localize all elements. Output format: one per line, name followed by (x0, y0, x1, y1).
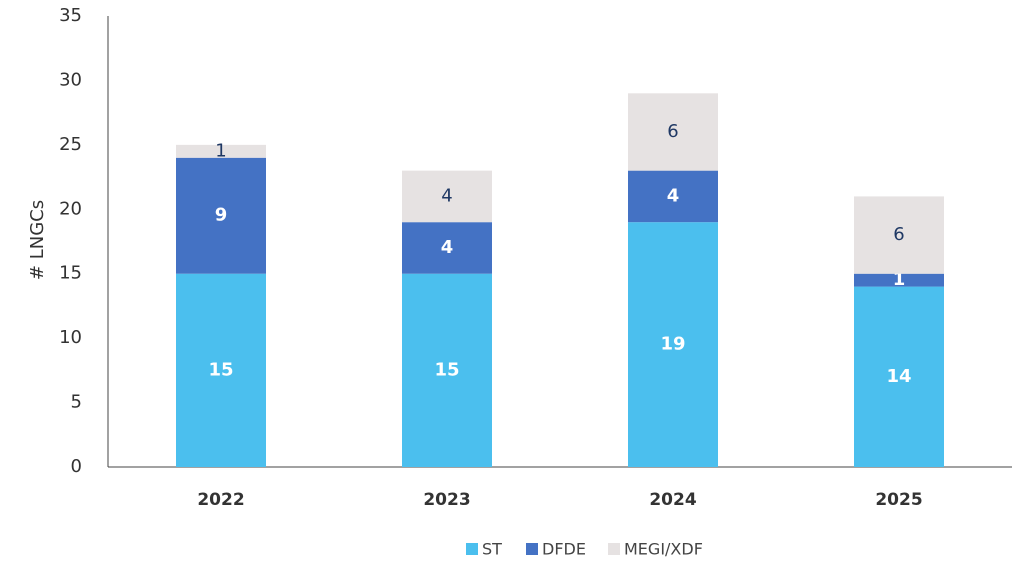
legend-swatch (466, 543, 478, 555)
y-tick-label: 10 (59, 327, 82, 348)
bar-segment (628, 170, 718, 223)
y-tick-label: 0 (71, 456, 82, 477)
y-tick-label: 25 (59, 134, 82, 155)
data-label: 6 (667, 121, 678, 142)
bar-segment (176, 157, 266, 274)
x-tick-label: 2025 (875, 490, 922, 510)
bar-segment (628, 222, 718, 467)
bar-segment (402, 222, 492, 274)
bar-segment (854, 286, 944, 467)
data-label: 6 (893, 224, 904, 245)
y-tick-label: 15 (59, 263, 82, 284)
data-label: 1 (893, 269, 906, 290)
legend-label: MEGI/XDF (624, 540, 703, 559)
y-tick-label: 35 (59, 5, 82, 26)
legend-swatch (608, 543, 620, 555)
y-tick-label: 30 (59, 69, 82, 90)
y-axis-label: # LNGCs (27, 200, 48, 280)
x-tick-label: 2022 (197, 490, 244, 510)
x-tick-label: 2024 (649, 490, 696, 510)
bar-segment (176, 273, 266, 467)
x-tick-label: 2023 (423, 490, 470, 510)
data-label: 19 (660, 334, 685, 355)
data-label: 15 (434, 359, 459, 380)
bar-segment (402, 170, 492, 223)
legend-label: ST (482, 540, 502, 559)
data-label: 14 (886, 366, 911, 387)
legend-label: DFDE (542, 540, 586, 559)
bar-segment (176, 144, 266, 158)
bar-segment (854, 273, 944, 287)
data-label: 4 (667, 185, 680, 206)
data-label: 4 (441, 237, 454, 258)
y-tick-label: 20 (59, 198, 82, 219)
bar-segment (402, 273, 492, 467)
bar-segment (854, 196, 944, 274)
data-label: 4 (441, 185, 452, 206)
data-label: 15 (208, 359, 233, 380)
legend-swatch (526, 543, 538, 555)
y-tick-label: 5 (71, 392, 82, 413)
data-label: 1 (215, 140, 226, 161)
bar-segment (628, 93, 718, 171)
data-label: 9 (215, 205, 228, 226)
